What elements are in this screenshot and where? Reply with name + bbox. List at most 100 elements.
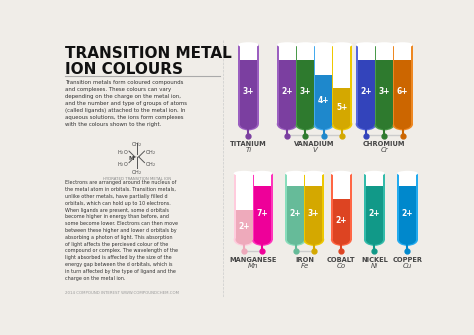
Text: 7+: 7+ [256,209,268,218]
Text: 5+: 5+ [336,103,347,112]
Text: V: V [312,147,317,153]
FancyBboxPatch shape [287,174,304,186]
FancyBboxPatch shape [234,173,255,240]
Text: M$^{n+}$: M$^{n+}$ [128,154,141,163]
Ellipse shape [240,119,257,129]
FancyBboxPatch shape [315,75,332,124]
Text: Transition metals form coloured compounds
and complexes. These colours can vary
: Transition metals form coloured compound… [64,80,187,127]
Ellipse shape [397,233,418,246]
Text: CHROMIUM: CHROMIUM [363,141,406,147]
FancyBboxPatch shape [394,46,411,60]
Text: 3+: 3+ [379,87,390,96]
Text: H$_2$O: H$_2$O [117,148,128,157]
FancyBboxPatch shape [333,88,350,124]
FancyBboxPatch shape [374,44,395,124]
FancyBboxPatch shape [333,46,350,88]
Ellipse shape [297,119,314,129]
FancyBboxPatch shape [277,44,298,124]
FancyBboxPatch shape [333,174,350,199]
Ellipse shape [313,42,334,48]
FancyBboxPatch shape [331,44,352,124]
Ellipse shape [279,119,296,129]
Text: Co: Co [337,263,346,269]
Text: OH$_2$: OH$_2$ [145,148,156,157]
Ellipse shape [238,118,259,130]
FancyBboxPatch shape [252,173,273,240]
Text: TITANIUM: TITANIUM [230,141,267,147]
Text: Mn: Mn [248,263,258,269]
FancyBboxPatch shape [331,173,352,240]
Ellipse shape [303,233,324,246]
Text: Electrons are arranged around the nucleus of
the metal atom in orbitals. Transit: Electrons are arranged around the nucleu… [64,180,178,280]
FancyBboxPatch shape [313,44,334,124]
Text: OH$_2$: OH$_2$ [131,168,142,177]
Ellipse shape [313,118,334,130]
FancyBboxPatch shape [297,60,314,124]
Ellipse shape [285,171,306,176]
Text: COBALT: COBALT [327,257,356,263]
FancyBboxPatch shape [397,173,418,240]
FancyBboxPatch shape [366,174,383,186]
Text: OH$_2$: OH$_2$ [145,160,156,169]
Ellipse shape [399,234,416,245]
Ellipse shape [356,118,377,130]
Ellipse shape [295,42,316,48]
FancyBboxPatch shape [356,44,377,124]
Text: IRON: IRON [295,257,314,263]
Ellipse shape [331,233,352,246]
FancyBboxPatch shape [297,46,314,60]
Text: Cu: Cu [403,263,412,269]
Ellipse shape [333,119,350,129]
FancyBboxPatch shape [399,174,416,186]
Ellipse shape [277,118,298,130]
Ellipse shape [303,171,324,176]
FancyBboxPatch shape [240,60,257,124]
Ellipse shape [254,234,271,245]
Ellipse shape [394,119,411,129]
Ellipse shape [236,234,253,245]
Ellipse shape [287,234,304,245]
FancyBboxPatch shape [238,44,259,124]
Ellipse shape [374,118,395,130]
FancyBboxPatch shape [279,60,296,124]
FancyBboxPatch shape [305,174,322,186]
FancyBboxPatch shape [366,186,383,240]
FancyBboxPatch shape [376,60,393,124]
Text: 2+: 2+ [402,209,413,218]
Text: Fe: Fe [301,263,309,269]
Text: COPPER: COPPER [392,257,422,263]
Ellipse shape [252,233,273,246]
Text: H$_2$O: H$_2$O [117,160,128,169]
Ellipse shape [315,119,332,129]
FancyBboxPatch shape [287,186,304,240]
Text: Ni: Ni [371,263,378,269]
FancyBboxPatch shape [303,173,324,240]
Ellipse shape [392,118,413,130]
Ellipse shape [357,119,374,129]
Ellipse shape [397,171,418,176]
Text: HYDRATED TRANSITION METAL ION: HYDRATED TRANSITION METAL ION [103,177,171,181]
Text: ION COLOURS: ION COLOURS [64,62,182,77]
Text: 3+: 3+ [308,209,319,218]
Text: 2+: 2+ [336,216,347,225]
Ellipse shape [238,42,259,48]
Ellipse shape [392,42,413,48]
Text: VANADIUM: VANADIUM [294,141,335,147]
FancyBboxPatch shape [279,46,296,60]
Ellipse shape [252,171,273,176]
Text: TRANSITION METAL: TRANSITION METAL [64,46,231,61]
FancyBboxPatch shape [254,186,271,240]
Ellipse shape [331,171,352,176]
Ellipse shape [374,42,395,48]
Ellipse shape [356,42,377,48]
Ellipse shape [331,118,352,130]
Text: 6+: 6+ [397,87,408,96]
FancyBboxPatch shape [357,60,374,124]
FancyBboxPatch shape [305,186,322,240]
Ellipse shape [285,233,306,246]
FancyBboxPatch shape [240,46,257,60]
FancyBboxPatch shape [376,46,393,60]
FancyBboxPatch shape [285,173,306,240]
Text: 2+: 2+ [360,87,372,96]
FancyBboxPatch shape [236,174,253,210]
